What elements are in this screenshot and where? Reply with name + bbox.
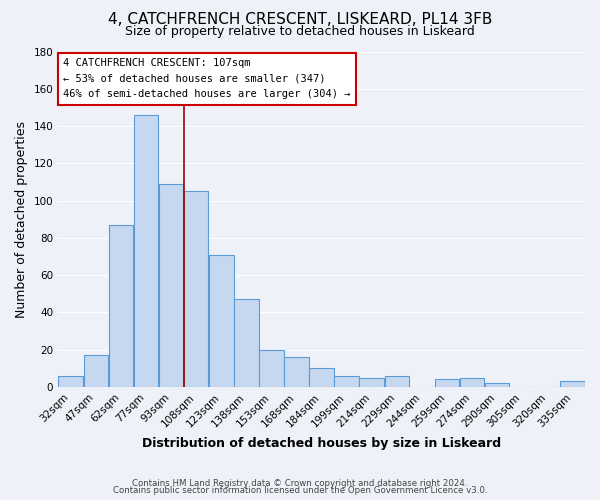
Bar: [485, 383, 509, 387]
Bar: [184, 192, 208, 387]
Bar: [435, 380, 460, 387]
Bar: [83, 356, 108, 387]
Bar: [334, 376, 359, 387]
Text: Contains HM Land Registry data © Crown copyright and database right 2024.: Contains HM Land Registry data © Crown c…: [132, 478, 468, 488]
Bar: [134, 115, 158, 387]
Bar: [109, 225, 133, 387]
Bar: [460, 378, 484, 387]
Bar: [284, 357, 309, 387]
Text: Contains public sector information licensed under the Open Government Licence v3: Contains public sector information licen…: [113, 486, 487, 495]
Bar: [209, 254, 233, 387]
Bar: [309, 368, 334, 387]
Bar: [560, 382, 585, 387]
Bar: [159, 184, 184, 387]
Bar: [359, 378, 384, 387]
Text: Size of property relative to detached houses in Liskeard: Size of property relative to detached ho…: [125, 25, 475, 38]
Text: 4, CATCHFRENCH CRESCENT, LISKEARD, PL14 3FB: 4, CATCHFRENCH CRESCENT, LISKEARD, PL14 …: [108, 12, 492, 28]
Bar: [234, 300, 259, 387]
Y-axis label: Number of detached properties: Number of detached properties: [15, 120, 28, 318]
Bar: [58, 376, 83, 387]
Bar: [385, 376, 409, 387]
Bar: [259, 350, 284, 387]
X-axis label: Distribution of detached houses by size in Liskeard: Distribution of detached houses by size …: [142, 437, 501, 450]
Text: 4 CATCHFRENCH CRESCENT: 107sqm
← 53% of detached houses are smaller (347)
46% of: 4 CATCHFRENCH CRESCENT: 107sqm ← 53% of …: [64, 58, 351, 100]
